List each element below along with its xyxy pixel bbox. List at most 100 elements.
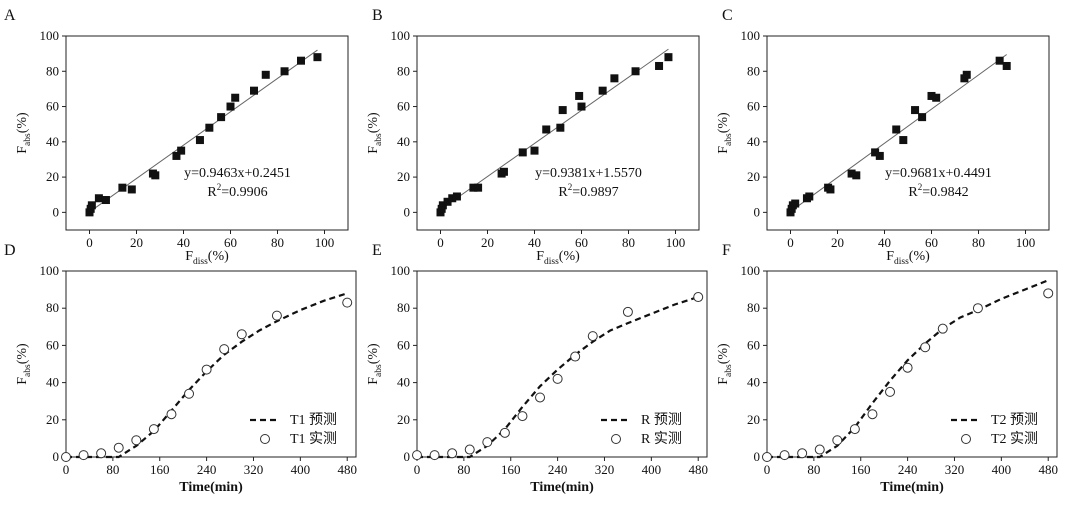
data-point bbox=[297, 56, 305, 65]
predicted-curve bbox=[417, 295, 699, 459]
x-tick-label: 480 bbox=[1038, 462, 1058, 477]
y-tick-label: 100 bbox=[40, 263, 60, 278]
data-point bbox=[577, 102, 586, 111]
actual-point bbox=[131, 435, 142, 446]
y-tick-label: 80 bbox=[46, 300, 59, 315]
r2-label: R bbox=[908, 185, 918, 200]
predicted-curve bbox=[767, 279, 1049, 459]
y-axis-label-unit: (%) bbox=[366, 343, 381, 364]
y-axis-label: Fabs(%) bbox=[716, 343, 734, 385]
data-point bbox=[261, 70, 270, 79]
actual-point bbox=[849, 424, 860, 435]
actual-point bbox=[412, 450, 422, 461]
x-tick-label: 40 bbox=[528, 235, 541, 250]
y-axis-label-unit: (%) bbox=[716, 343, 731, 364]
data-point bbox=[664, 53, 673, 62]
y-tick-label: 40 bbox=[397, 134, 410, 149]
x-axis-label-main: F bbox=[536, 249, 544, 264]
actual-point bbox=[762, 452, 772, 462]
panel-f: F0 80 160 240 320 400 480020406080100Fabs(%)Ti… bbox=[716, 242, 1058, 495]
x-tick-label: 400 bbox=[291, 462, 311, 477]
y-axis-label-sub: abs bbox=[23, 364, 33, 377]
x-axis-label-sub: diss bbox=[894, 257, 909, 267]
data-point bbox=[151, 171, 160, 180]
y-tick-label: 20 bbox=[747, 169, 760, 184]
x-axis-label: Time(min) bbox=[530, 480, 594, 495]
r2-superscript: 2 bbox=[918, 182, 923, 192]
actual-point bbox=[517, 411, 528, 422]
y-tick-label: 0 bbox=[404, 449, 411, 464]
panel-e: E0 80 160 240 320 400 480020406080100Fabs(%)Ti… bbox=[366, 242, 708, 495]
actual-point bbox=[166, 409, 177, 420]
actual-point bbox=[779, 450, 790, 461]
y-axis-label-sub: abs bbox=[724, 133, 734, 146]
x-tick-label: 100 bbox=[315, 235, 335, 250]
data-point bbox=[542, 125, 551, 134]
y-tick-label: 80 bbox=[747, 63, 760, 78]
data-point bbox=[530, 146, 539, 155]
data-point bbox=[892, 125, 901, 134]
panel-label: D bbox=[4, 242, 16, 259]
actual-point bbox=[552, 373, 563, 384]
y-axis-label-main: F bbox=[366, 146, 381, 154]
x-tick-label: 400 bbox=[992, 462, 1012, 477]
actual-point bbox=[797, 448, 808, 459]
actual-point bbox=[814, 444, 825, 455]
y-tick-label: 0 bbox=[404, 204, 411, 219]
x-tick-label: 20 bbox=[481, 235, 494, 250]
plot-frame bbox=[65, 270, 357, 458]
y-tick-label: 0 bbox=[53, 449, 60, 464]
actual-point bbox=[920, 342, 931, 353]
data-point bbox=[655, 61, 664, 70]
actual-point bbox=[236, 329, 247, 340]
legend-predicted-label: R 预测 bbox=[641, 412, 682, 428]
y-axis-label-sub: abs bbox=[374, 364, 384, 377]
x-tick-label: 320 bbox=[595, 462, 615, 477]
y-axis-label: Fabs(%) bbox=[15, 343, 33, 385]
x-axis-label: Fdiss(%) bbox=[536, 249, 580, 267]
y-tick-label: 60 bbox=[46, 337, 59, 352]
y-tick-label: 40 bbox=[397, 375, 410, 390]
y-tick-label: 40 bbox=[747, 134, 760, 149]
x-tick-label: 60 bbox=[224, 235, 237, 250]
x-tick-label: 60 bbox=[575, 235, 588, 250]
y-tick-label: 60 bbox=[747, 337, 760, 352]
y-tick-label: 0 bbox=[754, 449, 761, 464]
actual-point bbox=[78, 450, 89, 461]
y-axis-label-main: F bbox=[716, 146, 731, 154]
data-point bbox=[558, 106, 567, 115]
data-point bbox=[911, 106, 920, 115]
actual-point bbox=[113, 442, 124, 453]
plot-frame bbox=[416, 270, 708, 458]
panel-label: A bbox=[4, 7, 16, 24]
x-tick-label: 60 bbox=[925, 235, 938, 250]
r2-value: =0.9842 bbox=[922, 185, 968, 200]
data-point bbox=[826, 185, 835, 194]
data-point bbox=[962, 70, 971, 79]
data-point bbox=[313, 53, 322, 62]
y-tick-label: 20 bbox=[46, 412, 59, 427]
x-tick-label: 0 bbox=[414, 462, 421, 477]
actual-point bbox=[693, 292, 704, 303]
actual-point bbox=[219, 344, 230, 355]
y-tick-label: 80 bbox=[46, 63, 59, 78]
x-tick-label: 40 bbox=[878, 235, 891, 250]
actual-point bbox=[271, 310, 282, 321]
y-axis-label-sub: abs bbox=[23, 133, 33, 146]
fit-r-squared: R2=0.9897 bbox=[558, 182, 618, 200]
data-point bbox=[610, 74, 619, 83]
x-axis-label-unit: (%) bbox=[208, 249, 229, 264]
legend-actual-swatch bbox=[961, 434, 971, 444]
r2-label: R bbox=[207, 185, 217, 200]
data-point bbox=[452, 192, 461, 201]
data-point bbox=[871, 148, 880, 157]
y-tick-label: 20 bbox=[747, 412, 760, 427]
y-tick-label: 40 bbox=[46, 134, 59, 149]
legend-actual-label: T1 实测 bbox=[290, 431, 337, 447]
data-point bbox=[631, 67, 640, 76]
x-axis-label: Fdiss(%) bbox=[185, 249, 229, 267]
y-tick-label: 60 bbox=[747, 99, 760, 114]
data-point bbox=[875, 151, 884, 160]
data-point bbox=[598, 86, 607, 95]
x-tick-label: 80 bbox=[622, 235, 635, 250]
